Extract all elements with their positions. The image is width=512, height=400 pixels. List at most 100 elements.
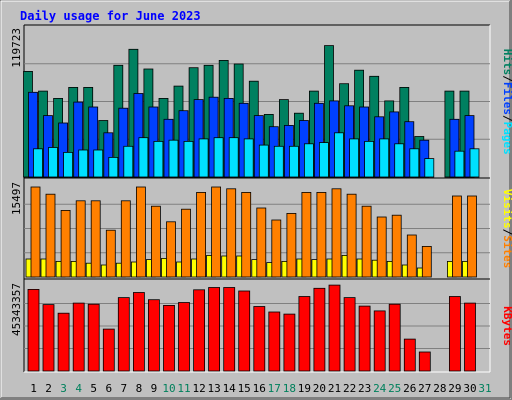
bar-files-day-6 <box>103 132 114 178</box>
bar-sites-day-17 <box>271 219 282 278</box>
bar-sites-day-3 <box>60 209 71 278</box>
x-axis-labels: 1 2 3 4 5 6 7 8 9 10 11 12 13 14 15 16 17 18 19 20 21 22 23 24 2… <box>30 382 491 395</box>
x-tick-label-day-19: 19 <box>298 382 311 395</box>
bar-kbytes-day-12 <box>193 289 206 372</box>
x-tick-label-day-15: 15 <box>238 382 251 395</box>
legend-kbytes: KBytes <box>501 306 512 346</box>
bar-kbytes-day-30 <box>464 302 476 372</box>
bar-kbytes-day-14 <box>223 287 236 372</box>
bar-sites-day-24 <box>376 216 387 278</box>
bar-sites-day-12 <box>196 191 207 278</box>
bar-kbytes-day-8 <box>132 292 145 372</box>
bar-sites-day-20 <box>316 191 327 278</box>
bar-kbytes-day-16 <box>253 306 266 372</box>
bar-sites-day-15 <box>241 191 252 278</box>
x-tick-label-day-14: 14 <box>223 382 237 395</box>
bar-files-day-20 <box>313 102 324 178</box>
bar-pages-day-21 <box>334 132 344 178</box>
x-tick-label-day-25: 25 <box>388 382 401 395</box>
x-tick-label-day-5: 5 <box>90 382 97 395</box>
bar-pages-day-13 <box>213 137 224 178</box>
bar-pages-day-24 <box>379 138 390 178</box>
bar-sites-day-22 <box>346 193 357 278</box>
bar-kbytes-day-24 <box>373 310 386 372</box>
x-tick-label-day-22: 22 <box>343 382 356 395</box>
x-tick-label-day-13: 13 <box>207 382 220 395</box>
bar-kbytes-day-7 <box>117 297 130 372</box>
bar-kbytes-day-26 <box>403 338 416 372</box>
bar-sites-day-21 <box>331 188 342 278</box>
bar-sites-day-16 <box>256 207 267 278</box>
bar-kbytes-day-1 <box>27 288 40 372</box>
bar-sites-day-6 <box>105 229 116 278</box>
bar-pages-day-6 <box>108 156 119 178</box>
bar-pages-day-4 <box>78 149 89 178</box>
y-max-label: 119723 <box>10 28 23 68</box>
bar-pages-day-16 <box>258 144 269 178</box>
x-tick-label-day-21: 21 <box>328 382 341 395</box>
bar-sites-day-9 <box>150 205 161 278</box>
panel-3: 45343357 KBytes <box>10 278 512 372</box>
x-tick-label-day-27: 27 <box>418 382 431 395</box>
bar-pages-day-30 <box>469 148 480 178</box>
bar-pages-day-25 <box>394 143 405 178</box>
bar-pages-day-11 <box>183 140 194 178</box>
bar-files-day-1 <box>28 91 38 178</box>
bar-kbytes-day-4 <box>72 302 85 372</box>
bar-kbytes-day-11 <box>178 302 190 372</box>
legend-slash: / <box>501 229 512 236</box>
bar-files-day-12 <box>193 99 204 178</box>
bar-pages-day-23 <box>364 140 375 178</box>
y-max-label: 45343357 <box>10 283 23 336</box>
x-tick-label-day-23: 23 <box>358 382 371 395</box>
x-tick-label-day-3: 3 <box>60 382 67 395</box>
bar-sites-day-13 <box>211 186 222 278</box>
bar-pages-day-8 <box>138 137 149 178</box>
bar-kbytes-day-25 <box>388 303 401 372</box>
x-tick-label-day-1: 1 <box>30 382 37 395</box>
legend-slash: / <box>501 75 512 82</box>
x-tick-label-day-30: 30 <box>463 382 476 395</box>
bar-kbytes-day-23 <box>358 305 371 372</box>
bar-files-day-29 <box>449 118 460 178</box>
bar-files-day-4 <box>73 101 84 178</box>
bar-kbytes-day-15 <box>238 290 251 372</box>
bar-pages-day-14 <box>228 137 239 178</box>
bar-kbytes-day-19 <box>298 296 311 372</box>
bar-kbytes-day-6 <box>102 328 115 372</box>
legend-pages: Pages <box>501 122 512 155</box>
bar-pages-day-17 <box>273 145 284 178</box>
x-tick-label-day-10: 10 <box>162 382 175 395</box>
bar-pages-day-7 <box>123 145 134 178</box>
bar-pages-day-5 <box>93 149 104 178</box>
bar-pages-day-20 <box>318 142 329 178</box>
bar-files-day-7 <box>118 107 129 178</box>
bar-sites-day-30 <box>467 195 477 278</box>
bar-kbytes-day-2 <box>42 304 55 372</box>
bar-pages-day-19 <box>303 143 314 178</box>
bar-sites-day-23 <box>361 205 372 278</box>
bar-pages-day-27 <box>424 158 435 178</box>
legend-files: Files <box>501 82 512 115</box>
bar-kbytes-day-18 <box>283 313 296 372</box>
bar-pages-day-12 <box>198 138 209 178</box>
bar-sites-day-18 <box>286 212 297 278</box>
bar-kbytes-day-10 <box>163 304 175 372</box>
bar-kbytes-day-20 <box>313 287 326 372</box>
bar-pages-day-22 <box>349 138 360 178</box>
bar-files-day-2 <box>43 115 53 178</box>
x-tick-label-day-6: 6 <box>105 382 112 395</box>
bar-sites-day-4 <box>75 200 86 278</box>
bar-sites-day-5 <box>90 200 101 278</box>
bar-kbytes-day-22 <box>343 297 356 372</box>
x-tick-label-day-29: 29 <box>448 382 461 395</box>
x-tick-label-day-8: 8 <box>136 382 143 395</box>
bar-sites-day-1 <box>30 186 41 278</box>
x-tick-label-day-26: 26 <box>403 382 416 395</box>
bar-sites-day-27 <box>421 245 432 278</box>
bar-sites-day-10 <box>166 221 176 278</box>
x-tick-label-day-12: 12 <box>192 382 205 395</box>
bar-sites-day-8 <box>135 186 146 278</box>
bar-sites-day-25 <box>391 214 402 278</box>
